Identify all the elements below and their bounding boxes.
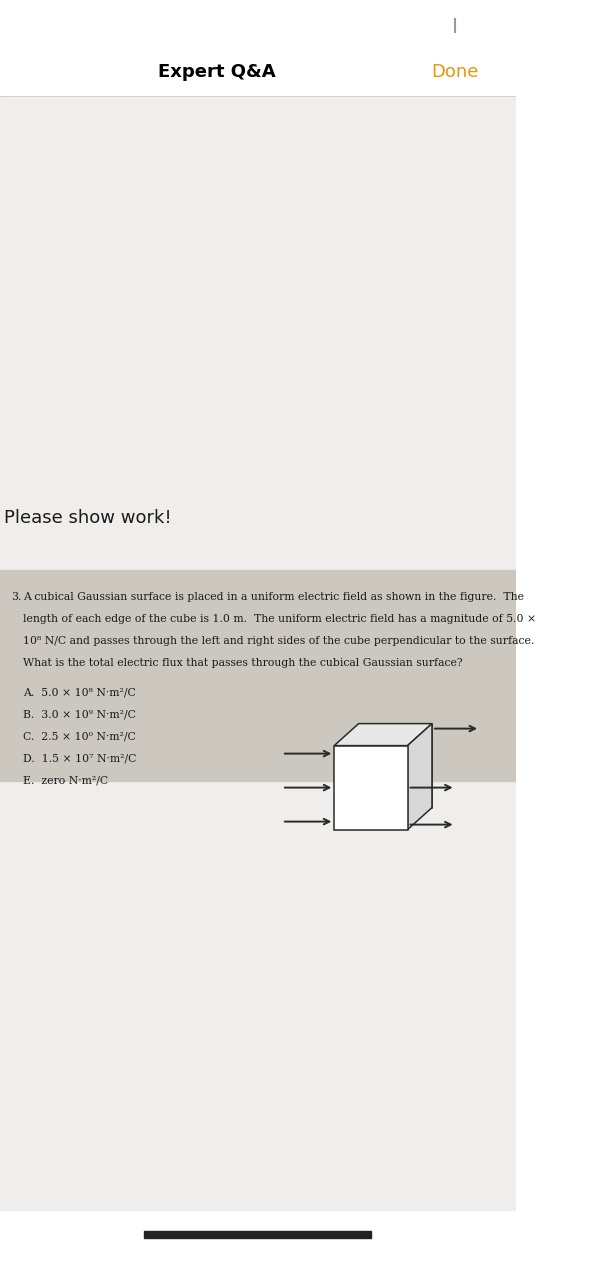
Text: What is the total electric flux that passes through the cubical Gaussian surface: What is the total electric flux that pas… (22, 658, 462, 668)
Bar (0, 570, 516, 781)
Text: A.  5.0 × 10⁸ N·m²/C: A. 5.0 × 10⁸ N·m²/C (22, 687, 135, 698)
Text: Please show work!: Please show work! (4, 509, 172, 527)
Text: 3.: 3. (11, 591, 22, 602)
Text: A cubical Gaussian surface is placed in a uniform electric field as shown in the: A cubical Gaussian surface is placed in … (22, 591, 524, 602)
Polygon shape (335, 723, 432, 745)
Bar (0, 0, 516, 96)
Text: Done: Done (431, 63, 479, 81)
Text: B.  3.0 × 10⁹ N·m²/C: B. 3.0 × 10⁹ N·m²/C (22, 709, 135, 719)
Bar (0, 49, 516, 96)
Text: E.  zero N·m²/C: E. zero N·m²/C (22, 776, 108, 786)
Polygon shape (335, 745, 408, 829)
Text: D.  1.5 × 10⁷ N·m²/C: D. 1.5 × 10⁷ N·m²/C (22, 754, 136, 764)
Polygon shape (408, 723, 432, 829)
Text: length of each edge of the cube is 1.0 m.  The uniform electric field has a magn: length of each edge of the cube is 1.0 m… (22, 613, 536, 623)
Polygon shape (359, 723, 432, 808)
Bar (144, 1231, 371, 1238)
Text: C.  2.5 × 10⁰ N·m²/C: C. 2.5 × 10⁰ N·m²/C (22, 732, 135, 741)
Text: 10⁸ N/C and passes through the left and right sides of the cube perpendicular to: 10⁸ N/C and passes through the left and … (22, 636, 534, 645)
Text: Expert Q&A: Expert Q&A (158, 63, 275, 81)
Bar (0, 96, 516, 1210)
